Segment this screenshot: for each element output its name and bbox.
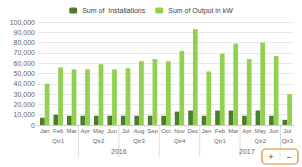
svg-text:Jan: Jan [202, 128, 212, 134]
svg-text:20,000: 20,000 [14, 101, 36, 108]
svg-text:90,000: 90,000 [14, 29, 36, 36]
svg-text:Jan: Jan [40, 128, 50, 134]
svg-text:Apr: Apr [80, 128, 89, 134]
svg-text:Mar: Mar [67, 128, 77, 134]
svg-text:Qtr1: Qtr1 [214, 138, 226, 144]
svg-text:Dec: Dec [188, 128, 199, 134]
svg-text:Qtr4: Qtr4 [174, 138, 186, 144]
svg-text:Qtr3: Qtr3 [281, 138, 293, 144]
svg-text:Sum of Installations: Sum of Installations [82, 7, 146, 14]
svg-text:10,000: 10,000 [14, 111, 36, 118]
svg-text:Nov: Nov [174, 128, 185, 134]
svg-text:0: 0 [31, 122, 35, 129]
svg-text:40,000: 40,000 [14, 80, 36, 87]
svg-text:70,000: 70,000 [14, 49, 36, 56]
svg-text:80,000: 80,000 [14, 39, 36, 46]
svg-text:100,000: 100,000 [10, 19, 35, 26]
svg-text:Jun: Jun [107, 128, 117, 134]
svg-text:Feb: Feb [215, 128, 226, 134]
svg-text:May: May [255, 128, 266, 134]
svg-text:Feb: Feb [53, 128, 64, 134]
svg-text:30,000: 30,000 [14, 91, 36, 98]
svg-text:Qtr2: Qtr2 [93, 138, 105, 144]
svg-text:Aug: Aug [134, 128, 145, 134]
svg-text:60,000: 60,000 [14, 60, 36, 67]
svg-text:2017: 2017 [239, 148, 255, 155]
svg-text:Mar: Mar [228, 128, 238, 134]
svg-text:Oct: Oct [161, 128, 171, 134]
svg-text:Qtr3: Qtr3 [133, 138, 145, 144]
svg-text:Qtr1: Qtr1 [52, 138, 64, 144]
svg-text:−: − [286, 152, 291, 162]
svg-text:Jul: Jul [122, 128, 130, 134]
svg-text:Sep: Sep [147, 128, 158, 134]
svg-text:Sum of Output in kW: Sum of Output in kW [168, 7, 233, 15]
svg-text:50,000: 50,000 [14, 70, 36, 77]
svg-text:Qtr2: Qtr2 [254, 138, 266, 144]
svg-text:+: + [268, 152, 273, 162]
svg-text:Jul: Jul [283, 128, 291, 134]
svg-text:2016: 2016 [111, 148, 127, 155]
svg-text:Apr: Apr [242, 128, 251, 134]
svg-text:Jun: Jun [269, 128, 279, 134]
svg-text:May: May [93, 128, 104, 134]
